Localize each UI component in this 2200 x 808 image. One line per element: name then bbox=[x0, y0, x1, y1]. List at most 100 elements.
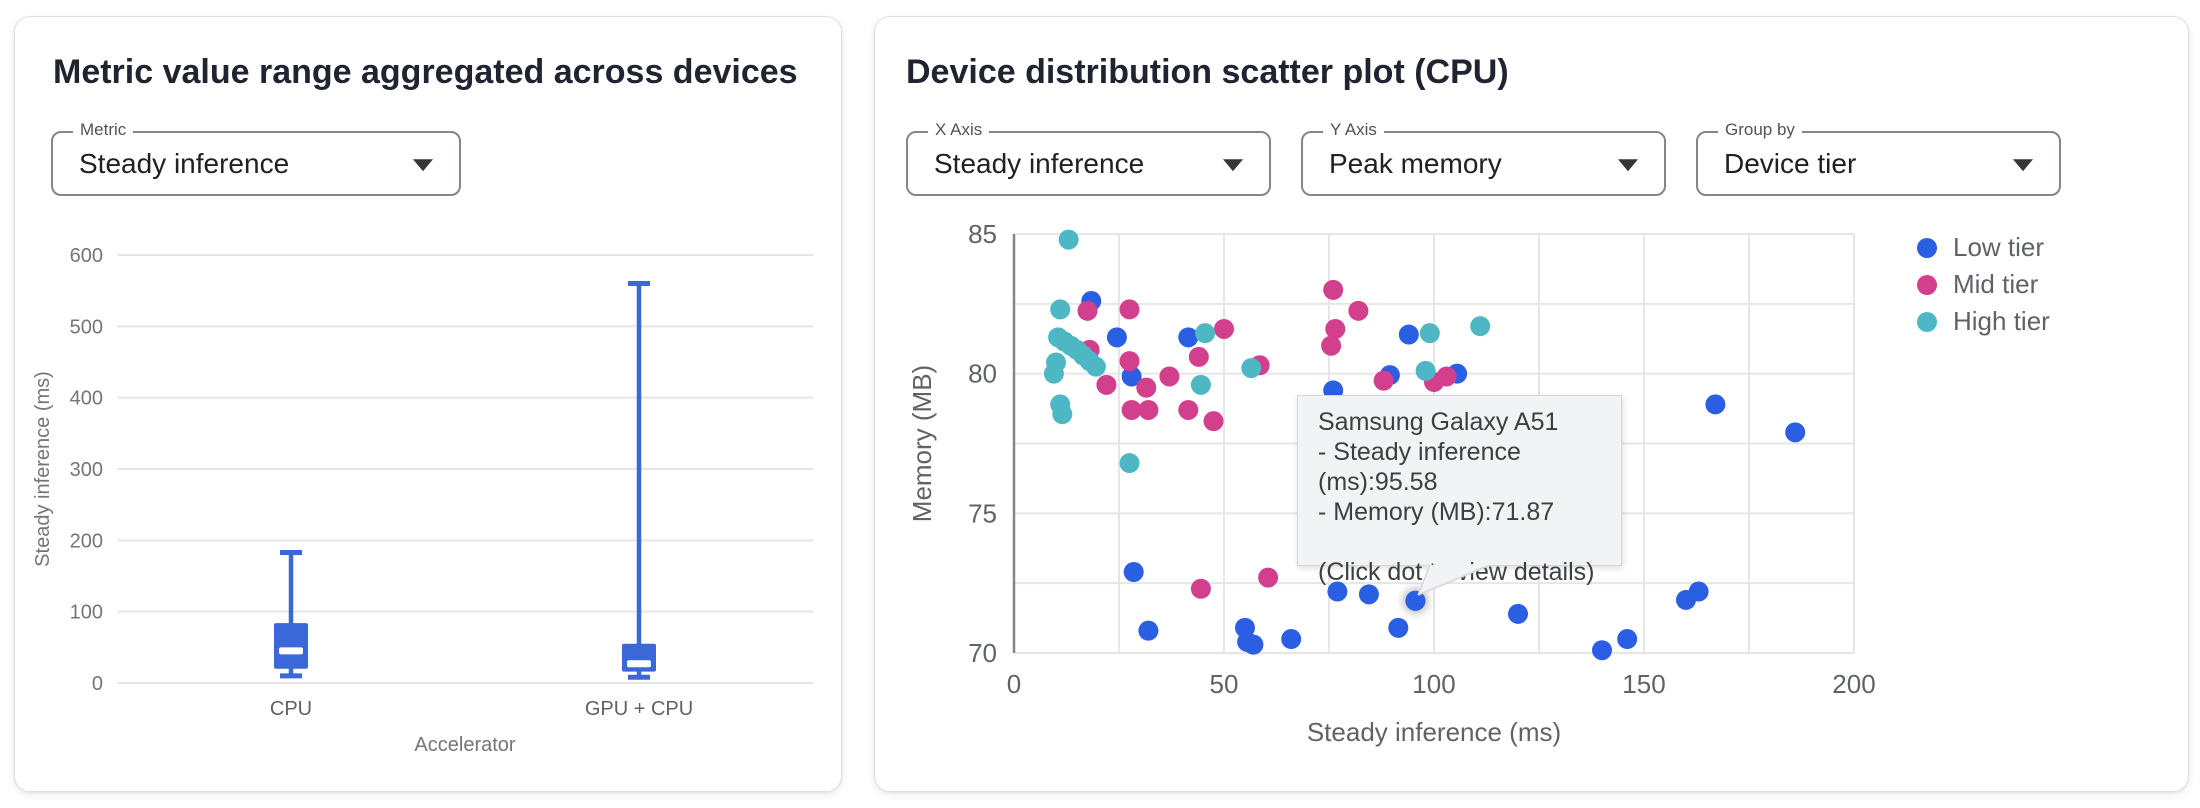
scatter-point-low-tier[interactable] bbox=[1243, 634, 1264, 655]
box-plot-chart: 0 100 200 300 400 500 600 CPU GPU + CPU Accelerat… bbox=[32, 245, 813, 756]
legend-item-low-tier: Low tier bbox=[1917, 229, 2050, 266]
scatter-point-mid-tier[interactable] bbox=[1258, 567, 1279, 588]
scatter-point-low-tier[interactable] bbox=[1508, 603, 1528, 624]
legend-label: High tier bbox=[1953, 306, 2050, 336]
group-by-select-value: Device tier bbox=[1724, 147, 1857, 179]
scatter-point-high-tier[interactable] bbox=[1241, 358, 1262, 379]
scatter-point-mid-tier[interactable] bbox=[1119, 351, 1140, 372]
box-gpu-cpu[interactable] bbox=[622, 643, 656, 672]
scatter-point-low-tier[interactable] bbox=[1106, 327, 1127, 348]
x-tick-label: 200 bbox=[1832, 669, 1875, 699]
tooltip-pointer-icon bbox=[1417, 564, 1489, 596]
scatter-point-high-tier[interactable] bbox=[1058, 229, 1079, 250]
y-tick-label: 100 bbox=[70, 602, 103, 624]
scatter-point-high-tier[interactable] bbox=[1470, 316, 1491, 337]
scatter-point-low-tier[interactable] bbox=[1178, 327, 1199, 348]
scatter-point-mid-tier[interactable] bbox=[1096, 374, 1117, 395]
scatter-point-mid-tier[interactable] bbox=[1203, 411, 1224, 432]
tooltip-spacer bbox=[1318, 527, 1601, 557]
scatter-point-mid-tier[interactable] bbox=[1190, 578, 1211, 599]
scatter-point-low-tier[interactable] bbox=[1785, 422, 1806, 443]
scatter-point-low-tier[interactable] bbox=[1592, 640, 1612, 661]
scatter-point-low-tier[interactable] bbox=[1388, 617, 1409, 638]
scatter-point-low-tier[interactable] bbox=[1138, 620, 1159, 641]
y-axis-select[interactable]: Y Axis Peak memory bbox=[1301, 120, 1666, 196]
metric-range-panel: Metric value range aggregated across dev… bbox=[14, 16, 842, 792]
box-cpu[interactable] bbox=[274, 623, 308, 669]
scatter-point-mid-tier[interactable] bbox=[1323, 279, 1344, 300]
median-line bbox=[279, 647, 303, 655]
median-line bbox=[627, 660, 651, 668]
scatter-point-mid-tier[interactable] bbox=[1188, 346, 1209, 367]
scatter-title: Device distribution scatter plot (CPU) bbox=[906, 53, 1509, 91]
dropdown-caret-icon bbox=[1618, 158, 1638, 171]
scatter-point-low-tier[interactable] bbox=[1405, 590, 1426, 611]
dropdown-caret-icon bbox=[1223, 158, 1243, 171]
tooltip-device-name: Samsung Galaxy A51 bbox=[1318, 408, 1559, 436]
scatter-point-mid-tier[interactable] bbox=[1159, 366, 1180, 387]
x-axis-select[interactable]: X Axis Steady inference bbox=[906, 120, 1271, 196]
y-tick-label: 200 bbox=[70, 530, 103, 552]
scatter-point-high-tier[interactable] bbox=[1419, 323, 1440, 344]
scatter-point-high-tier[interactable] bbox=[1195, 323, 1216, 344]
scatter-point-low-tier[interactable] bbox=[1617, 629, 1638, 650]
tooltip-y-value: - Memory (MB):71.87 bbox=[1318, 498, 1555, 526]
scatter-point-low-tier[interactable] bbox=[1123, 561, 1144, 582]
high-tier-dot-icon bbox=[1917, 311, 1937, 332]
x-axis-select-label: X Axis bbox=[928, 120, 990, 140]
x-tick-label: CPU bbox=[270, 698, 312, 720]
group-by-select[interactable]: Group by Device tier bbox=[1696, 120, 2061, 196]
scatter-point-high-tier[interactable] bbox=[1043, 363, 1064, 384]
scatter-point-high-tier[interactable] bbox=[1119, 453, 1140, 474]
scatter-point-mid-tier[interactable] bbox=[1373, 370, 1394, 391]
page-title: Metric value range aggregated across dev… bbox=[53, 53, 798, 91]
group-by-select-label: Group by bbox=[1718, 120, 1802, 140]
x-tick-label: GPU + CPU bbox=[585, 698, 693, 720]
y-axis-title: Memory (MB) bbox=[907, 365, 937, 522]
tooltip-x-value: - Steady inference (ms):95.58 bbox=[1318, 438, 1521, 496]
x-axis-title: Steady inference (ms) bbox=[1307, 717, 1561, 747]
scatter-point-mid-tier[interactable] bbox=[1321, 335, 1342, 356]
legend-item-mid-tier: Mid tier bbox=[1917, 266, 2050, 303]
y-tick-label: 300 bbox=[70, 459, 103, 481]
x-axis-select-value: Steady inference bbox=[934, 147, 1145, 179]
scatter-point-mid-tier[interactable] bbox=[1121, 399, 1142, 420]
scatter-point-mid-tier[interactable] bbox=[1436, 366, 1457, 387]
dropdown-caret-icon bbox=[2013, 158, 2033, 171]
scatter-point-low-tier[interactable] bbox=[1327, 581, 1348, 602]
y-tick-label: 80 bbox=[968, 359, 997, 389]
scatter-point-mid-tier[interactable] bbox=[1325, 318, 1346, 339]
y-tick-label: 75 bbox=[968, 498, 997, 528]
low-tier-dot-icon bbox=[1917, 237, 1937, 258]
mid-tier-dot-icon bbox=[1917, 274, 1937, 295]
x-tick-label: 0 bbox=[1007, 669, 1021, 699]
metric-select-label: Metric bbox=[73, 120, 134, 140]
scatter-point-high-tier[interactable] bbox=[1415, 360, 1436, 381]
y-axis-select-value: Peak memory bbox=[1329, 147, 1502, 179]
scatter-point-mid-tier[interactable] bbox=[1178, 399, 1199, 420]
y-tick-label: 500 bbox=[70, 316, 103, 338]
scatter-point-low-tier[interactable] bbox=[1358, 584, 1379, 605]
scatter-point-low-tier[interactable] bbox=[1121, 366, 1142, 387]
scatter-point-high-tier[interactable] bbox=[1052, 404, 1073, 425]
legend-label: Mid tier bbox=[1953, 269, 2039, 299]
x-tick-label: 50 bbox=[1210, 669, 1239, 699]
scatter-point-mid-tier[interactable] bbox=[1214, 318, 1234, 339]
scatter-point-low-tier[interactable] bbox=[1705, 394, 1726, 415]
scatter-point-high-tier[interactable] bbox=[1190, 374, 1211, 395]
scatter-point-low-tier[interactable] bbox=[1398, 324, 1419, 345]
scatter-point-low-tier[interactable] bbox=[1688, 581, 1709, 602]
scatter-point-mid-tier[interactable] bbox=[1136, 377, 1157, 398]
legend: Low tier Mid tier High tier bbox=[1917, 229, 2050, 340]
y-tick-label: 400 bbox=[70, 388, 103, 410]
scatter-point-mid-tier[interactable] bbox=[1138, 399, 1159, 420]
metric-select[interactable]: Metric Steady inference bbox=[51, 120, 461, 196]
scatter-point-mid-tier[interactable] bbox=[1077, 300, 1098, 321]
scatter-point-mid-tier[interactable] bbox=[1119, 299, 1140, 320]
scatter-point-low-tier[interactable] bbox=[1281, 629, 1302, 650]
scatter-point-mid-tier[interactable] bbox=[1348, 300, 1369, 321]
y-tick-label: 600 bbox=[70, 245, 103, 267]
scatter-point-high-tier[interactable] bbox=[1085, 356, 1106, 377]
scatter-point-high-tier[interactable] bbox=[1050, 299, 1071, 320]
